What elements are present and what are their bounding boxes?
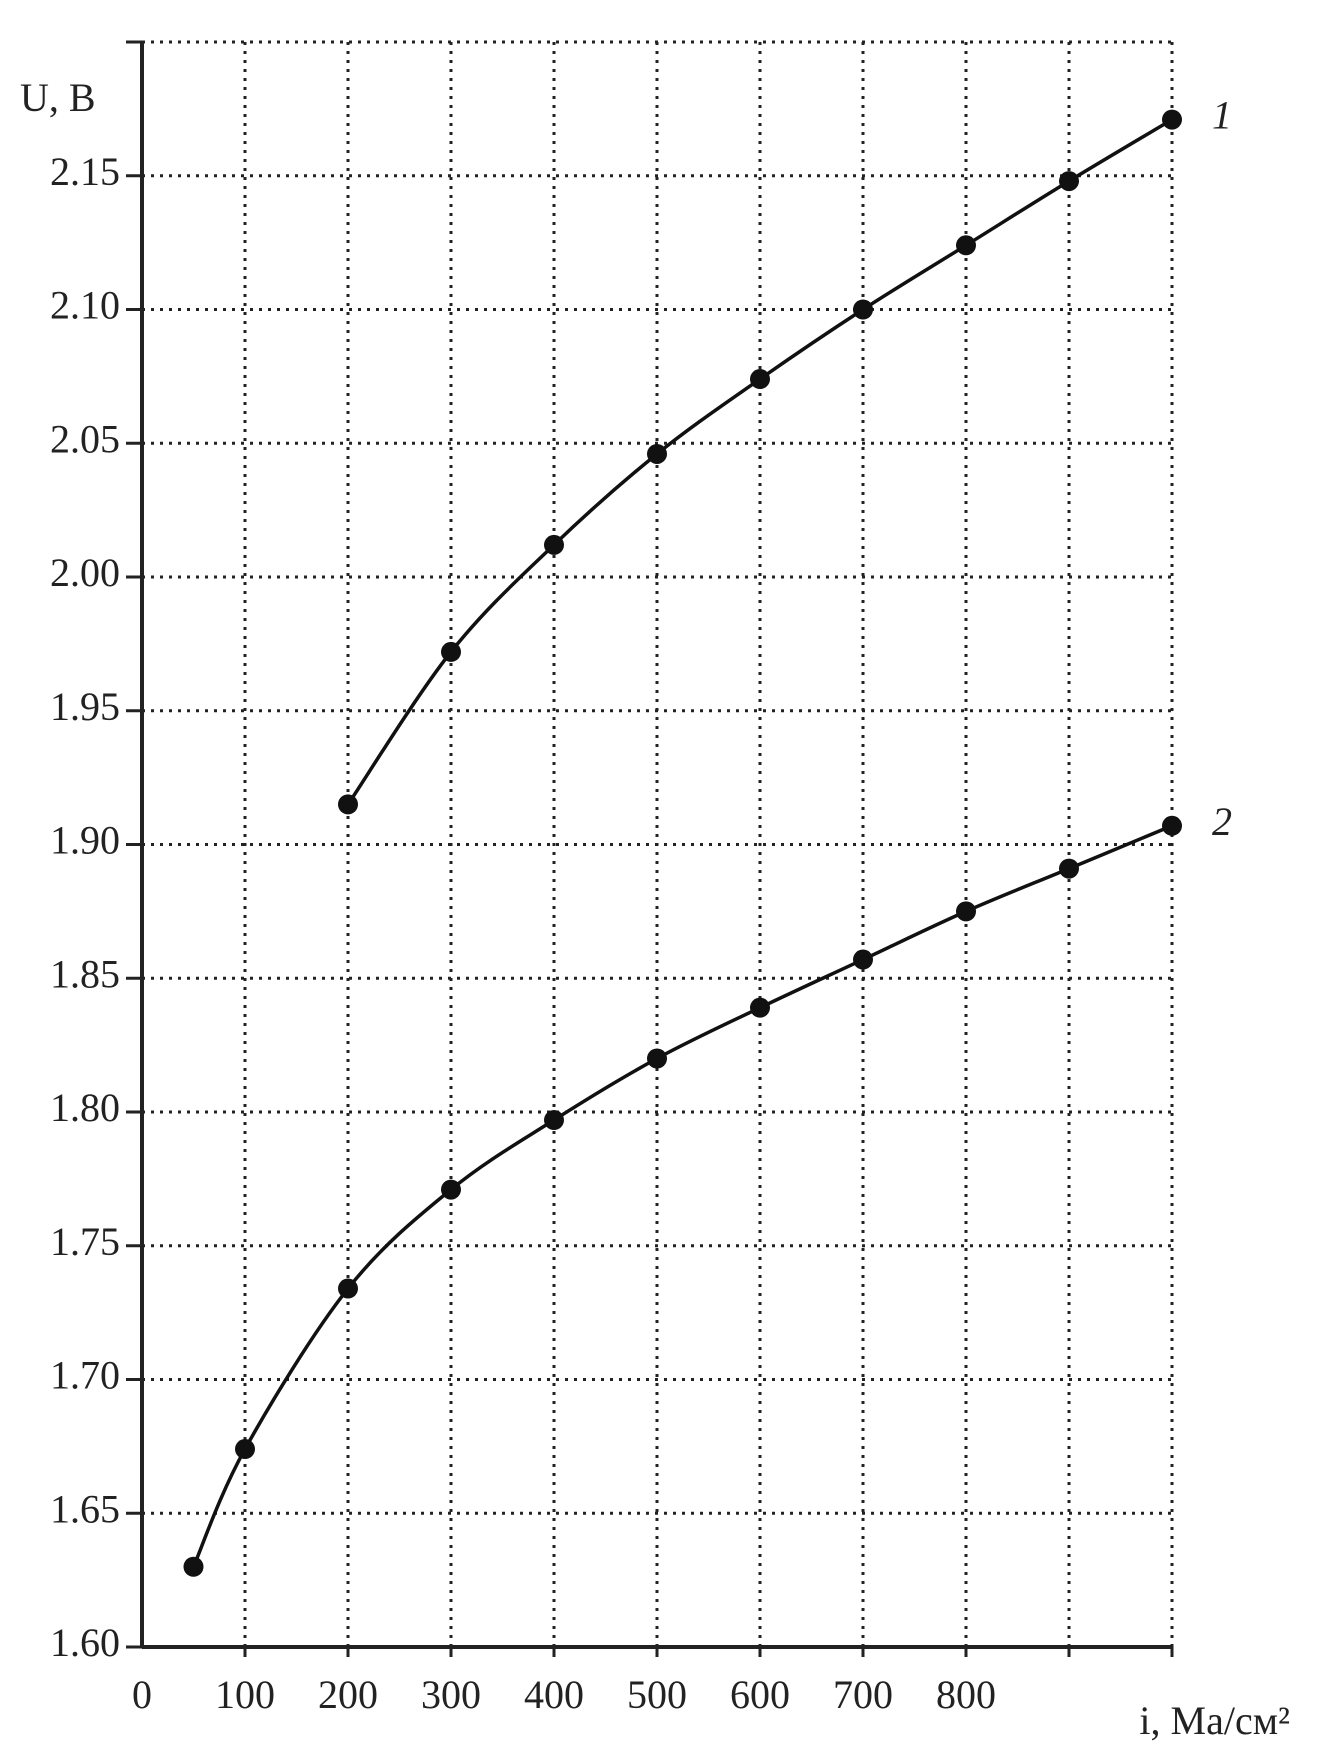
series-label: 1 [1212,93,1232,138]
point [647,443,667,464]
y-tick-label: 2.15 [50,149,120,194]
point [1059,171,1079,192]
x-tick-label: 600 [730,1672,790,1717]
x-axis-label: i, Ма/см² [1139,1698,1290,1743]
point [956,901,976,922]
point [338,1278,358,1299]
curve [191,824,1173,1568]
point [750,997,770,1018]
y-tick-label: 2.10 [50,283,120,328]
point [1059,858,1079,879]
y-tick-label: 2.05 [50,416,120,461]
x-tick-label: 100 [215,1672,275,1717]
y-tick-label: 1.70 [50,1353,120,1398]
x-tick-label: 700 [833,1672,893,1717]
y-tick-label: 1.80 [50,1085,120,1130]
x-tick-label: 400 [524,1672,584,1717]
y-tick-label: 1.90 [50,818,120,863]
point [647,1048,667,1069]
x-tick-label: 800 [936,1672,996,1717]
x-tick-label: 500 [627,1672,687,1717]
x-tick-label: 300 [421,1672,481,1717]
point [956,235,976,256]
y-tick-label: 1.95 [50,684,120,729]
series-label: 2 [1212,799,1232,844]
point [1162,815,1182,836]
point [338,794,358,815]
point [183,1556,204,1577]
y-tick-label: 1.65 [50,1486,120,1531]
point [853,949,873,970]
x-tick-label: 0 [132,1672,152,1717]
point [544,534,564,555]
y-axis-label: U, В [20,75,96,120]
point [1162,109,1182,130]
y-tick-label: 1.85 [50,951,120,996]
point [750,369,770,390]
point [235,1439,255,1460]
curve [346,118,1173,806]
point [544,1110,564,1131]
point [853,299,873,320]
y-tick-label: 2.00 [50,550,120,595]
y-tick-label: 1.60 [50,1620,120,1665]
point [441,641,461,662]
x-tick-label: 200 [318,1672,378,1717]
y-tick-label: 1.75 [50,1219,120,1264]
point [441,1179,461,1200]
